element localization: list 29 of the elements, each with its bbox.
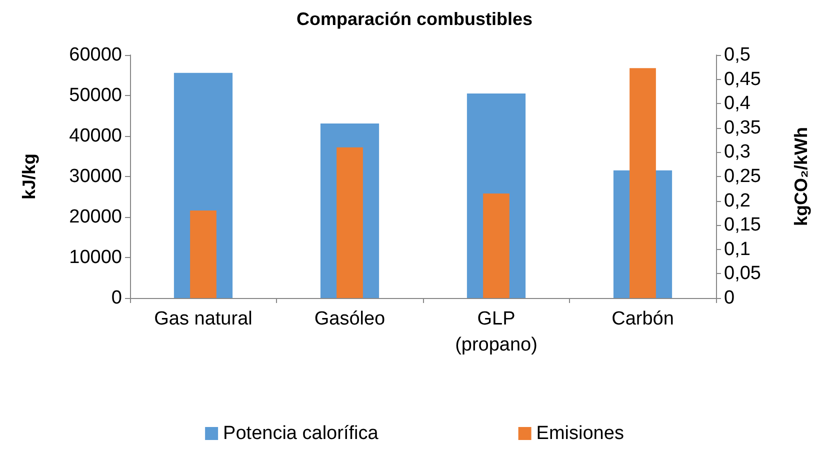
x-tick-label: Gasóleo	[314, 308, 386, 330]
legend-label: Emisiones	[536, 423, 624, 444]
y-tick-label: 20000	[69, 206, 122, 228]
y2-tick-label: 0,1	[724, 238, 750, 260]
y-tick-label: 60000	[69, 44, 122, 66]
y2-tick-label: 0,3	[724, 142, 750, 163]
y-tick-label: 30000	[69, 166, 122, 187]
y-tick-label: 50000	[69, 85, 122, 106]
bar	[483, 194, 510, 298]
x-tick-label: Gas natural	[154, 308, 252, 330]
y2-tick-label: 0,35	[724, 117, 761, 138]
y-axis-title: kJ/kg	[19, 153, 39, 200]
y2-tick-label: 0,05	[724, 263, 761, 284]
y-tick-label: 0	[111, 288, 122, 308]
chart-title: Comparación combustibles	[296, 9, 533, 29]
y2-tick-label: 0,45	[724, 68, 761, 90]
y2-tick-label: 0,15	[724, 214, 761, 236]
y-tick-label: 40000	[69, 126, 122, 146]
x-tick-label: Carbón	[612, 308, 674, 330]
y2-tick-label: 0,2	[724, 190, 750, 212]
legend-label: Potencia calorífica	[223, 423, 379, 444]
y2-tick-label: 0,4	[724, 93, 751, 114]
y2-tick-label: 0,25	[724, 166, 761, 187]
bar	[190, 210, 216, 298]
y2-tick-label: 0,5	[724, 44, 750, 66]
y2-axis-title: kgCO₂/kWh	[791, 127, 811, 226]
y2-tick-label: 0	[724, 288, 735, 308]
y-tick-label: 10000	[69, 247, 122, 268]
x-tick-label: GLP (propano)	[455, 308, 538, 356]
